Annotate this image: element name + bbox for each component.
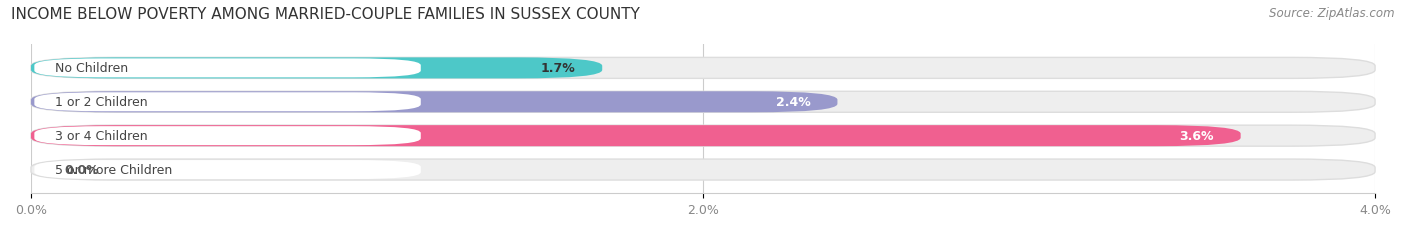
Text: 5 or more Children: 5 or more Children xyxy=(55,163,172,176)
FancyBboxPatch shape xyxy=(34,59,420,78)
FancyBboxPatch shape xyxy=(31,92,838,113)
Text: 1 or 2 Children: 1 or 2 Children xyxy=(55,96,148,109)
Text: 2.4%: 2.4% xyxy=(776,96,810,109)
Text: 3 or 4 Children: 3 or 4 Children xyxy=(55,130,148,143)
FancyBboxPatch shape xyxy=(34,160,420,179)
Text: 0.0%: 0.0% xyxy=(65,163,100,176)
FancyBboxPatch shape xyxy=(34,127,420,146)
Text: 3.6%: 3.6% xyxy=(1180,130,1213,143)
Text: No Children: No Children xyxy=(55,62,128,75)
FancyBboxPatch shape xyxy=(34,93,420,112)
FancyBboxPatch shape xyxy=(31,92,1375,113)
FancyBboxPatch shape xyxy=(31,126,1240,146)
Text: INCOME BELOW POVERTY AMONG MARRIED-COUPLE FAMILIES IN SUSSEX COUNTY: INCOME BELOW POVERTY AMONG MARRIED-COUPL… xyxy=(11,7,640,22)
FancyBboxPatch shape xyxy=(31,58,1375,79)
FancyBboxPatch shape xyxy=(31,126,1375,146)
FancyBboxPatch shape xyxy=(31,159,1375,180)
FancyBboxPatch shape xyxy=(31,58,602,79)
Text: Source: ZipAtlas.com: Source: ZipAtlas.com xyxy=(1270,7,1395,20)
Text: 1.7%: 1.7% xyxy=(540,62,575,75)
